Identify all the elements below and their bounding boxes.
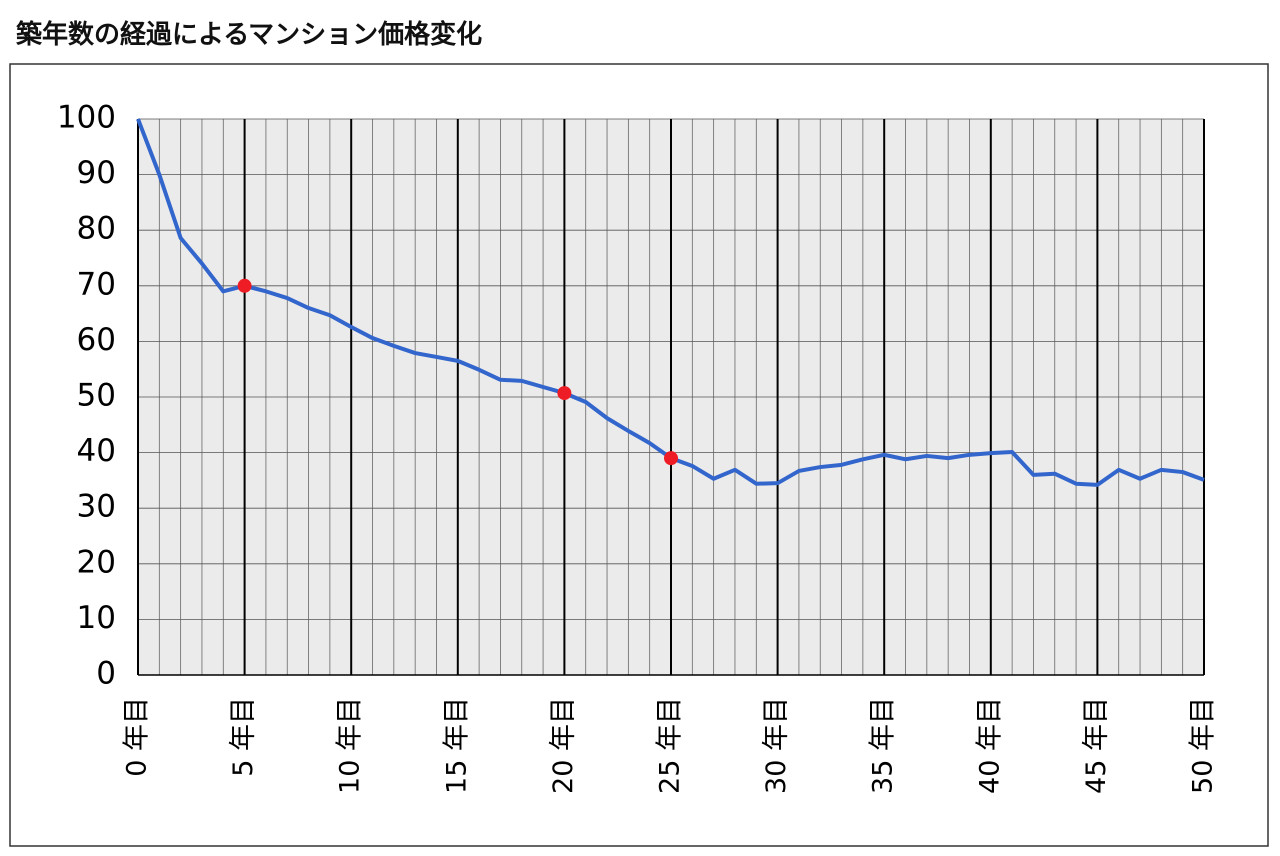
- y-tick-label: 90: [77, 155, 116, 191]
- x-tick-label: 5 年目: [228, 697, 259, 777]
- x-tick-label: 0 年目: [122, 697, 153, 777]
- x-tick-label: 45 年目: [1081, 697, 1112, 794]
- y-tick-label: 80: [77, 211, 116, 247]
- y-tick-label: 60: [77, 322, 116, 358]
- x-tick-label: 40 年目: [974, 697, 1005, 794]
- y-tick-label: 50: [77, 378, 116, 414]
- y-tick-label: 0: [96, 656, 116, 692]
- chart-frame: [9, 63, 1269, 847]
- y-tick-label: 70: [77, 266, 116, 302]
- x-tick-label: 30 年目: [761, 697, 792, 794]
- y-tick-label: 40: [77, 433, 116, 469]
- x-tick-label: 15 年目: [441, 697, 472, 794]
- y-tick-label: 20: [77, 544, 116, 580]
- highlight-point: [664, 451, 678, 466]
- x-tick-label: 10 年目: [335, 697, 366, 794]
- highlight-point: [237, 278, 252, 293]
- y-tick-label: 10: [77, 600, 116, 636]
- x-tick-label: 35 年目: [868, 697, 899, 794]
- x-tick-label: 20 年目: [548, 697, 579, 794]
- x-tick-label: 25 年目: [655, 697, 686, 794]
- y-tick-label: 100: [57, 100, 116, 136]
- chart-title: 築年数の経過によるマンション価格変化: [16, 20, 483, 50]
- highlight-point: [557, 386, 572, 401]
- y-tick-label: 30: [77, 489, 116, 525]
- x-tick-label: 50 年目: [1188, 697, 1219, 794]
